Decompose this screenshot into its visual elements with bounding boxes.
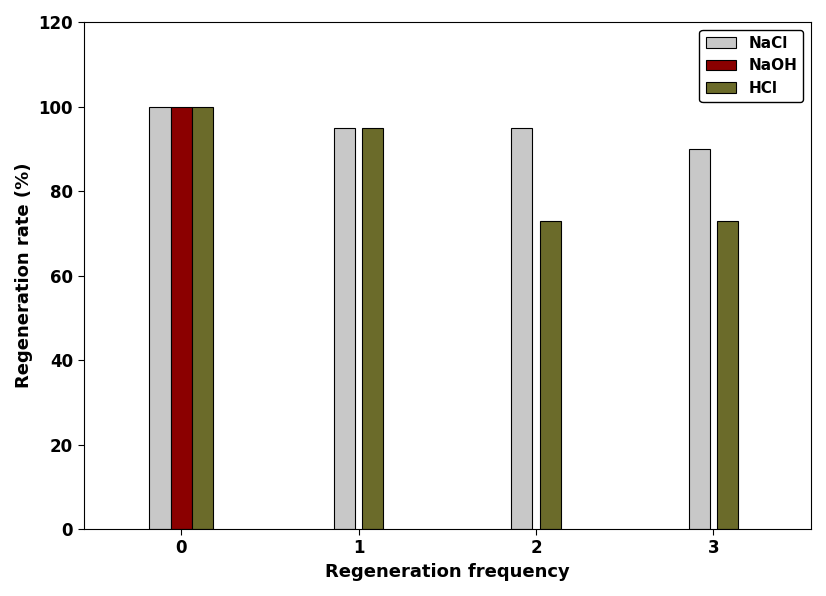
Bar (362, 128, 383, 529)
Bar (334, 128, 355, 529)
Legend: NaCl, NaOH, HCl: NaCl, NaOH, HCl (700, 30, 804, 102)
Bar (539, 221, 561, 529)
Y-axis label: Regeneration rate (%): Regeneration rate (%) (15, 163, 33, 388)
Bar (511, 128, 533, 529)
Bar (192, 107, 213, 529)
Bar (170, 107, 192, 529)
X-axis label: Regeneration frequency: Regeneration frequency (325, 563, 570, 581)
Bar (717, 221, 738, 529)
Bar (689, 149, 710, 529)
Bar (150, 107, 170, 529)
